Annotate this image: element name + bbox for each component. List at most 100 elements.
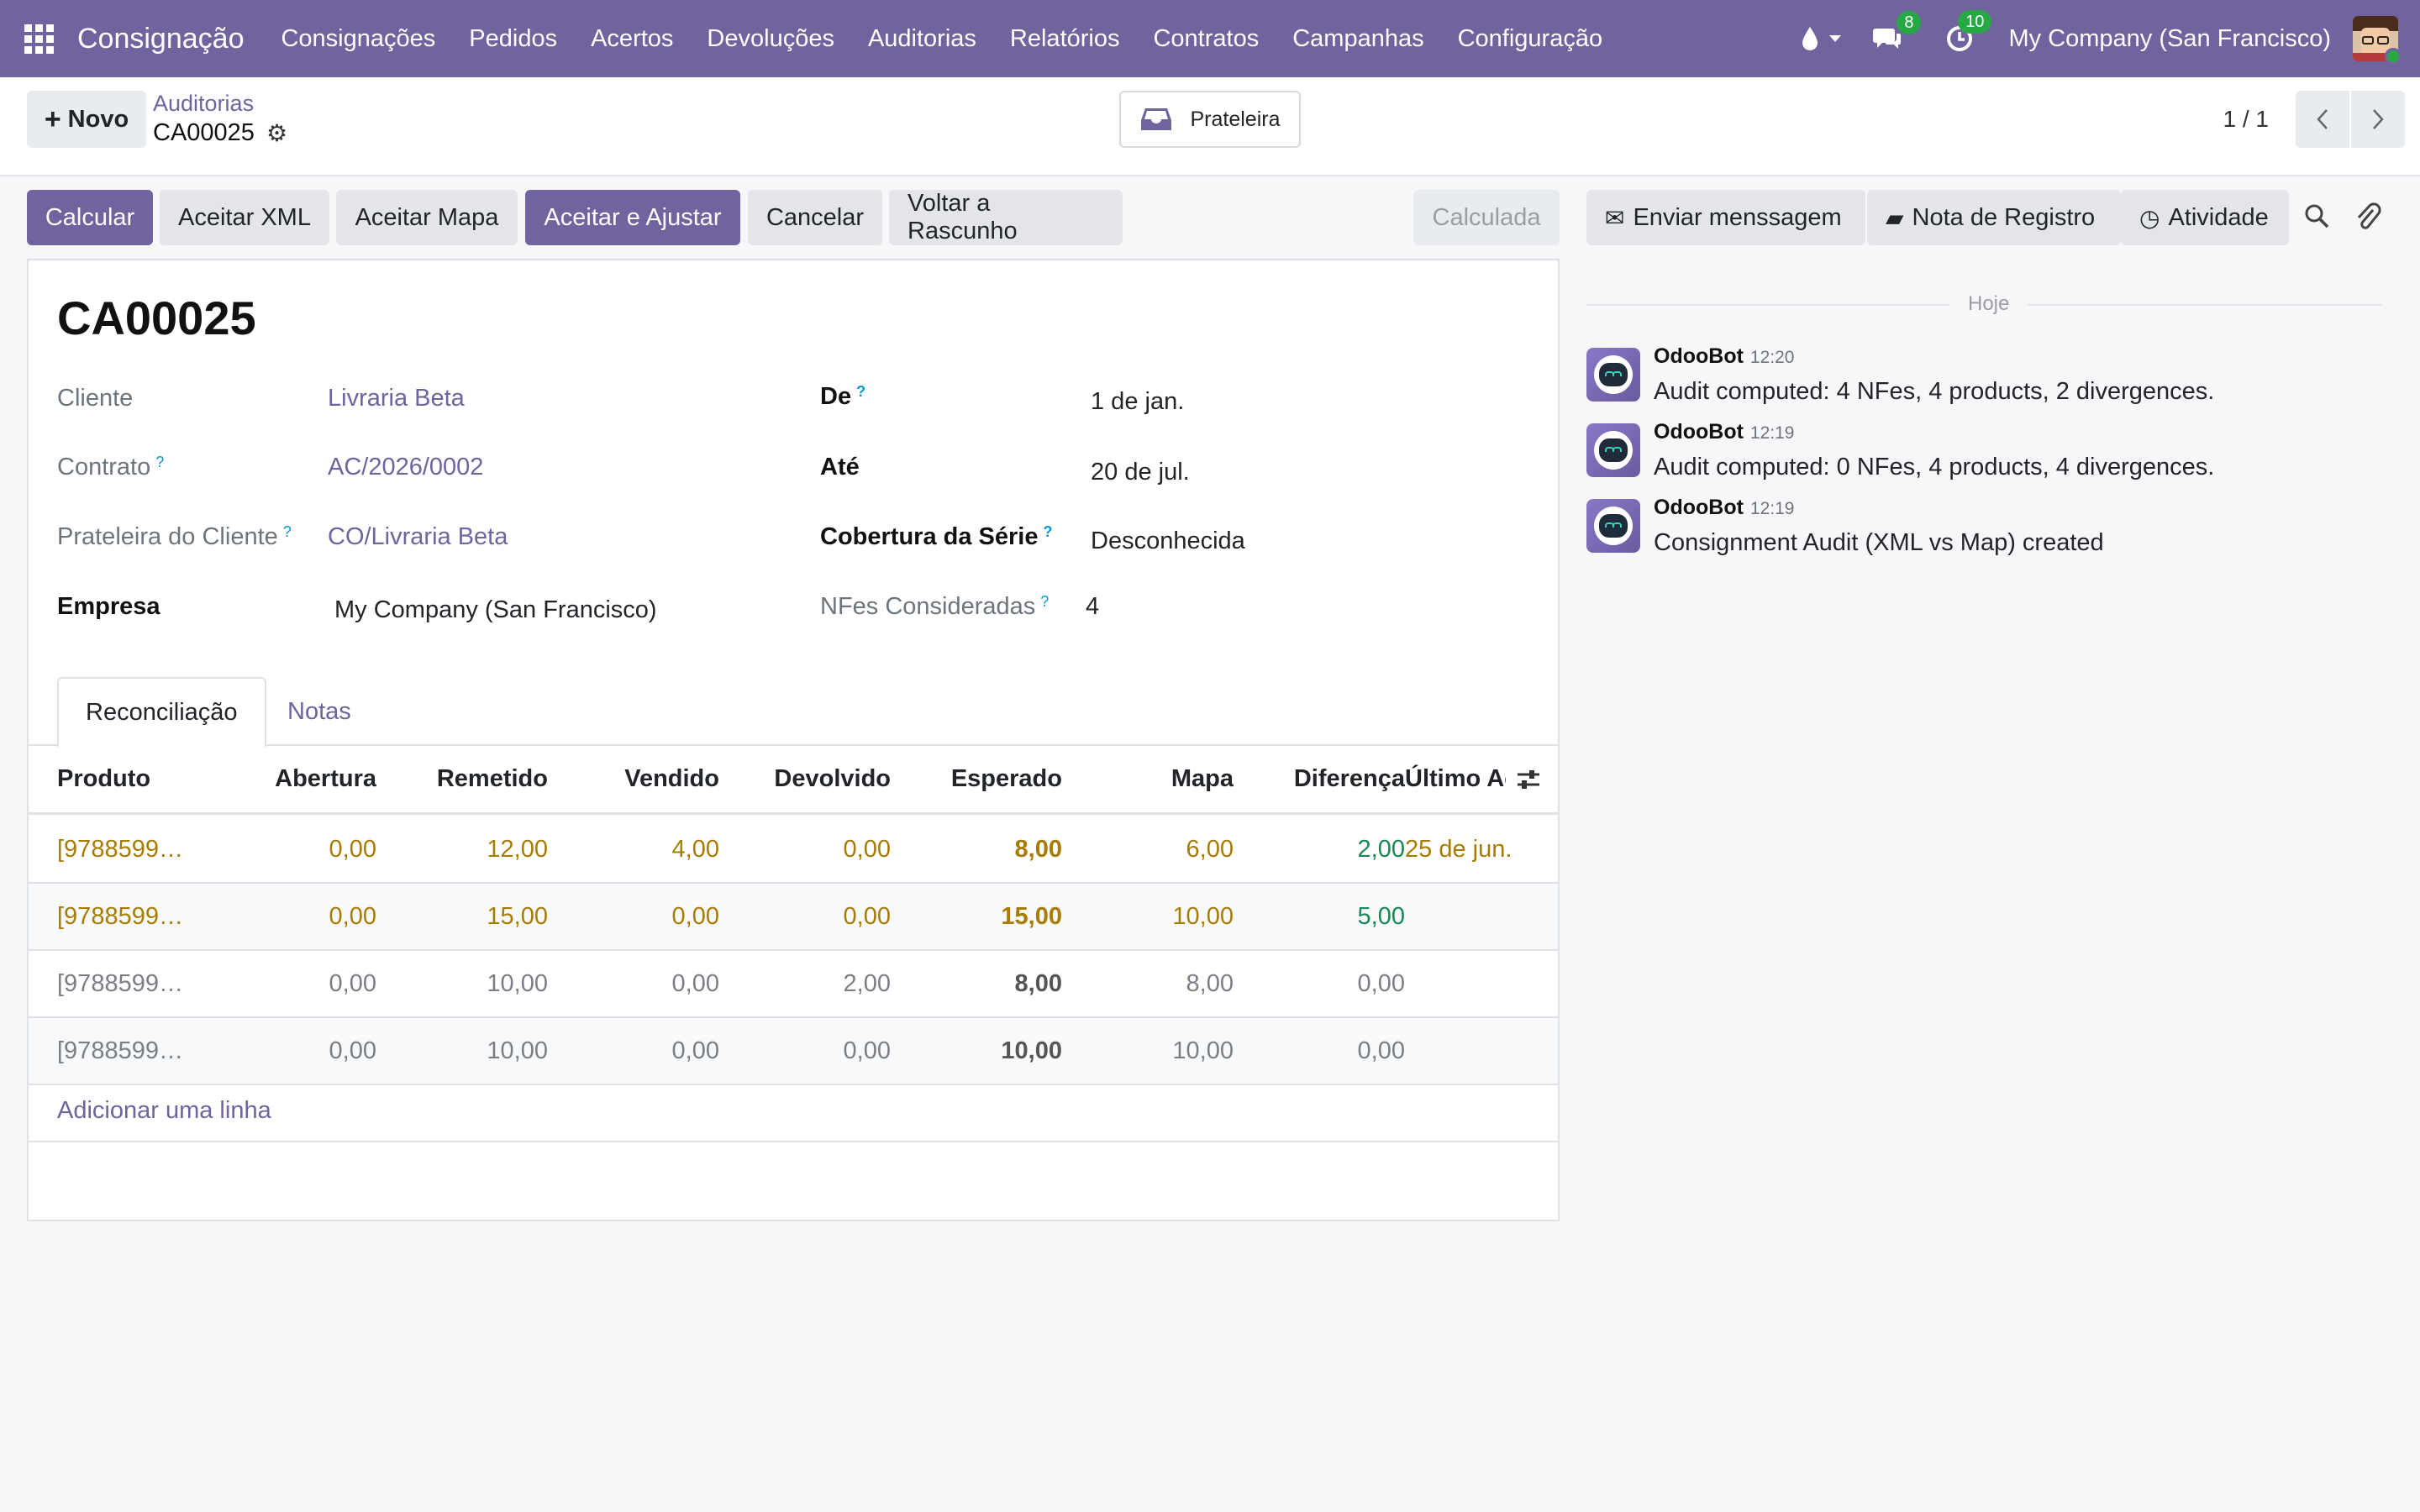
- new-button[interactable]: + Novo: [27, 91, 146, 148]
- message-author[interactable]: OdooBot 12:20: [1654, 344, 1795, 368]
- col-diferenca[interactable]: Diferença: [1293, 765, 1405, 792]
- table-row[interactable]: [9788599… 0,00 15,00 0,00 0,00 15,00 10,…: [29, 884, 1558, 951]
- cell-produto[interactable]: [9788599…: [57, 969, 183, 997]
- col-devolvido[interactable]: Devolvido: [774, 765, 891, 792]
- search-icon[interactable]: [2302, 202, 2333, 232]
- calcular-button[interactable]: Calcular: [27, 190, 153, 245]
- apps-menu-icon[interactable]: [0, 0, 77, 77]
- menu-pedidos[interactable]: Pedidos: [469, 25, 558, 52]
- add-line-link[interactable]: Adicionar uma linha: [57, 1097, 271, 1124]
- chevron-left-icon: [2317, 109, 2328, 129]
- avatar[interactable]: [1586, 348, 1640, 402]
- page-title: CA00025: [57, 291, 256, 344]
- col-ultimo-acerto[interactable]: Último Ac: [1405, 765, 1506, 792]
- pager-previous-button[interactable]: [2296, 91, 2349, 148]
- cell-abertura: 0,00: [329, 902, 376, 930]
- aceitar-mapa-button[interactable]: Aceitar Mapa: [336, 190, 518, 245]
- cell-produto[interactable]: [9788599…: [57, 902, 183, 930]
- menu-configuracao[interactable]: Configuração: [1457, 25, 1603, 52]
- col-esperado[interactable]: Esperado: [950, 765, 1062, 792]
- cell-produto[interactable]: [9788599…: [57, 835, 183, 863]
- contrato-field[interactable]: AC/2026/0002: [328, 454, 484, 480]
- company-switcher[interactable]: My Company (San Francisco): [2008, 24, 2331, 52]
- cliente-field[interactable]: Livraria Beta: [328, 385, 465, 412]
- user-menu[interactable]: [2353, 16, 2402, 65]
- menu-contratos[interactable]: Contratos: [1153, 25, 1260, 52]
- breadcrumb[interactable]: Auditorias: [153, 91, 255, 116]
- menu-campanhas[interactable]: Campanhas: [1292, 25, 1424, 52]
- record-name: CA00025 ⚙: [153, 119, 287, 147]
- avatar[interactable]: [1586, 499, 1640, 553]
- paperclip-icon[interactable]: [2353, 202, 2383, 232]
- cell-devolvido: 0,00: [843, 902, 891, 930]
- cell-abertura: 0,00: [329, 1037, 376, 1064]
- cell-ultimo-acerto: 25 de jun.: [1405, 835, 1512, 863]
- activity-button[interactable]: ◷ Atividade: [2121, 190, 2289, 245]
- menu-relatorios[interactable]: Relatórios: [1009, 25, 1120, 52]
- status-calculada[interactable]: Calculada: [1413, 190, 1560, 245]
- help-icon[interactable]: ?: [1043, 523, 1053, 540]
- de-field[interactable]: 1 de jan.: [1091, 388, 1185, 415]
- app-brand[interactable]: Consignação: [77, 22, 245, 55]
- empresa-field[interactable]: My Company (San Francisco): [334, 596, 657, 623]
- aceitar-ajustar-button[interactable]: Aceitar e Ajustar: [525, 190, 740, 245]
- cell-remetido: 10,00: [487, 969, 548, 997]
- send-message-button[interactable]: ✉ Enviar menssagem: [1586, 190, 1865, 245]
- form-sheet: CA00025 Cliente Livraria Beta Contrato? …: [27, 259, 1560, 1221]
- empresa-label: Empresa: [57, 593, 160, 620]
- table-row[interactable]: [9788599… 0,00 10,00 0,00 2,00 8,00 8,00…: [29, 951, 1558, 1018]
- table-row[interactable]: [9788599… 0,00 10,00 0,00 0,00 10,00 10,…: [29, 1018, 1558, 1085]
- col-mapa[interactable]: Mapa: [1171, 765, 1234, 792]
- tab-notas[interactable]: Notas: [287, 697, 351, 725]
- menu-acertos[interactable]: Acertos: [591, 25, 674, 52]
- table-divider: [29, 1141, 1558, 1142]
- cell-esperado: 15,00: [1001, 902, 1062, 930]
- voltar-rascunho-button[interactable]: Voltar a Rascunho: [889, 190, 1123, 245]
- message-author[interactable]: OdooBot 12:19: [1654, 496, 1795, 519]
- tab-reconciliacao[interactable]: Reconciliação: [57, 677, 266, 748]
- cell-esperado: 8,00: [1014, 969, 1062, 997]
- record-name-text: CA00025: [153, 119, 255, 146]
- menu-devolucoes[interactable]: Devoluções: [707, 25, 834, 52]
- cell-vendido: 0,00: [671, 902, 719, 930]
- sticky-note-icon: ▰: [1886, 204, 1904, 231]
- menu-consignacoes[interactable]: Consignações: [281, 25, 436, 52]
- inbox-icon: [1140, 108, 1171, 130]
- message-author[interactable]: OdooBot 12:19: [1654, 420, 1795, 444]
- col-produto[interactable]: Produto: [57, 765, 151, 792]
- cell-vendido: 0,00: [671, 1037, 719, 1064]
- nfes-label: NFes Consideradas?: [820, 593, 1050, 620]
- prateleira-label: Prateleira do Cliente?: [57, 523, 292, 550]
- gear-icon[interactable]: ⚙: [266, 120, 288, 146]
- avatar[interactable]: [1586, 423, 1640, 477]
- log-note-button[interactable]: ▰ Nota de Registro: [1867, 190, 2121, 245]
- cell-produto[interactable]: [9788599…: [57, 1037, 183, 1064]
- help-icon[interactable]: ?: [1040, 593, 1050, 610]
- activity-menu[interactable]: 10: [1946, 10, 1992, 52]
- ate-field[interactable]: 20 de jul.: [1091, 459, 1190, 486]
- column-settings-icon[interactable]: [1516, 768, 1541, 791]
- help-icon[interactable]: ?: [282, 523, 292, 540]
- message-body: Audit computed: 0 NFes, 4 products, 4 di…: [1654, 454, 2215, 480]
- cancelar-button[interactable]: Cancelar: [748, 190, 882, 245]
- aceitar-xml-button[interactable]: Aceitar XML: [160, 190, 329, 245]
- prateleira-field[interactable]: CO/Livraria Beta: [328, 523, 508, 550]
- help-icon[interactable]: ?: [155, 454, 165, 470]
- message-body: Audit computed: 4 NFes, 4 products, 2 di…: [1654, 378, 2215, 405]
- menu-auditorias[interactable]: Auditorias: [867, 25, 976, 52]
- help-icon[interactable]: ?: [856, 383, 866, 400]
- shelf-smart-button[interactable]: Prateleira: [1119, 91, 1301, 148]
- col-vendido[interactable]: Vendido: [624, 765, 719, 792]
- debug-menu[interactable]: [1800, 25, 1842, 52]
- cell-mapa: 10,00: [1172, 1037, 1234, 1064]
- messaging-menu[interactable]: 8: [1872, 11, 1922, 51]
- col-remetido[interactable]: Remetido: [436, 765, 548, 792]
- cell-vendido: 0,00: [671, 969, 719, 997]
- cobertura-field[interactable]: Desconhecida: [1091, 528, 1245, 554]
- date-separator-label: Hoje: [1949, 292, 2028, 316]
- col-abertura[interactable]: Abertura: [275, 765, 376, 792]
- table-row[interactable]: [9788599… 0,00 12,00 4,00 0,00 8,00 6,00…: [29, 816, 1558, 884]
- pager-next-button[interactable]: [2351, 91, 2405, 148]
- activity-label: Atividade: [2168, 203, 2269, 231]
- pager-value[interactable]: 1 / 1: [2223, 106, 2269, 132]
